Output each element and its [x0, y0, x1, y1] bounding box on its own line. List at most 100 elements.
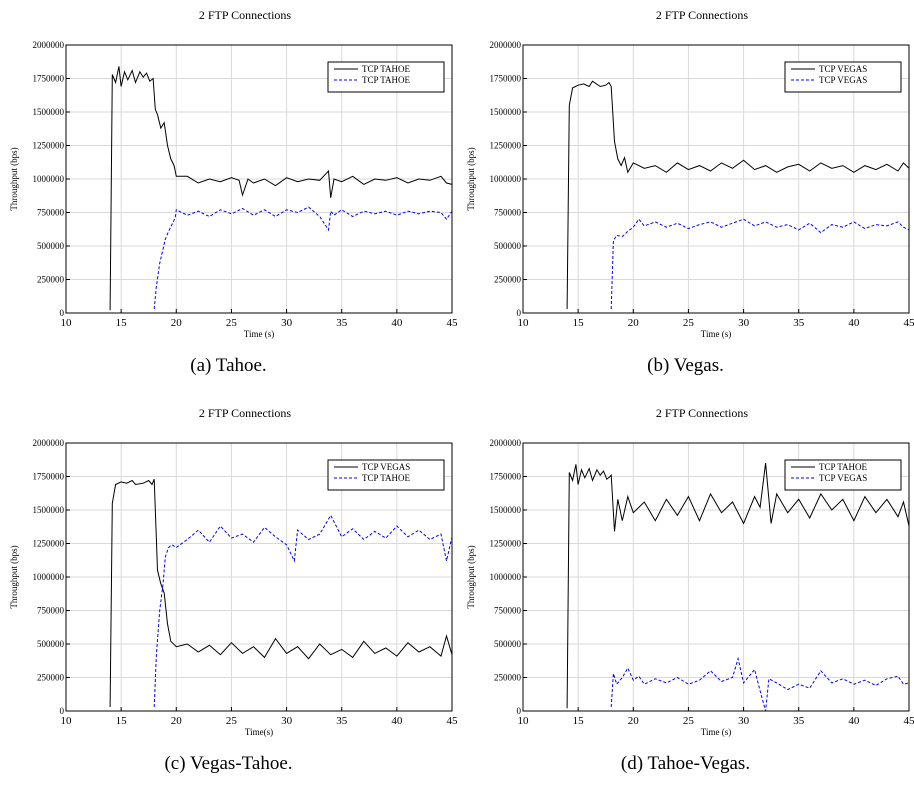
chart-title: 2 FTP Connections — [656, 8, 749, 22]
x-tick-label: 30 — [738, 715, 750, 727]
y-tick-label: 1500000 — [33, 505, 65, 515]
y-tick-label: 2000000 — [490, 438, 522, 448]
series-line-1 — [611, 659, 909, 711]
x-tick-label: 15 — [573, 715, 585, 727]
y-tick-label: 1750000 — [490, 472, 522, 482]
x-tick-label: 30 — [738, 317, 750, 329]
y-axis-label: Throughput (bps) — [9, 545, 19, 608]
caption-d: (d) Tahoe-Vegas. — [457, 753, 914, 775]
chart-title: 2 FTP Connections — [199, 8, 292, 22]
y-tick-label: 1250000 — [490, 141, 522, 151]
y-tick-label: 500000 — [494, 241, 522, 251]
y-tick-label: 750000 — [37, 606, 65, 616]
series-line-0 — [567, 81, 909, 309]
x-tick-label: 35 — [336, 715, 348, 727]
y-tick-label: 1000000 — [490, 572, 522, 582]
y-tick-label: 1250000 — [33, 539, 65, 549]
y-tick-label: 750000 — [37, 208, 65, 218]
y-tick-label: 1000000 — [33, 174, 65, 184]
legend-label: TCP VEGAS — [362, 462, 410, 472]
y-tick-label: 250000 — [494, 275, 522, 285]
x-tick-label: 45 — [904, 317, 914, 329]
x-tick-label: 30 — [281, 317, 293, 329]
y-axis-label: Throughput (bps) — [9, 147, 19, 210]
x-axis-label: Time (s) — [701, 727, 731, 737]
y-tick-label: 500000 — [37, 639, 65, 649]
y-tick-label: 2000000 — [490, 40, 522, 50]
legend-label: TCP VEGAS — [819, 75, 867, 85]
x-axis-label: Time (s) — [244, 329, 274, 339]
x-tick-label: 25 — [683, 715, 695, 727]
legend-label: TCP VEGAS — [819, 64, 867, 74]
y-tick-label: 1750000 — [33, 472, 65, 482]
y-tick-label: 1000000 — [490, 174, 522, 184]
x-tick-label: 20 — [171, 715, 183, 727]
y-tick-label: 0 — [60, 706, 65, 716]
x-tick-label: 35 — [793, 317, 805, 329]
x-tick-label: 20 — [171, 317, 183, 329]
x-tick-label: 15 — [573, 317, 585, 329]
x-tick-label: 10 — [518, 715, 530, 727]
series-line-1 — [154, 515, 452, 707]
x-tick-label: 10 — [61, 317, 73, 329]
x-tick-label: 25 — [226, 715, 238, 727]
x-tick-label: 10 — [61, 715, 73, 727]
x-tick-label: 45 — [904, 715, 914, 727]
caption-b: (b) Vegas. — [457, 355, 914, 377]
y-tick-label: 2000000 — [33, 40, 65, 50]
series-line-0 — [567, 463, 909, 708]
y-tick-label: 1250000 — [490, 539, 522, 549]
y-tick-label: 1000000 — [33, 572, 65, 582]
y-tick-label: 500000 — [37, 241, 65, 251]
y-tick-label: 250000 — [494, 673, 522, 683]
series-line-1 — [611, 219, 909, 309]
legend-label: TCP TAHOE — [362, 473, 411, 483]
chart-title: 2 FTP Connections — [199, 406, 292, 420]
caption-a: (a) Tahoe. — [0, 355, 457, 377]
series-line-0 — [110, 66, 452, 310]
x-tick-label: 25 — [226, 317, 238, 329]
y-tick-label: 0 — [517, 706, 522, 716]
y-axis-label: Throughput (bps) — [466, 545, 476, 608]
x-tick-label: 15 — [116, 317, 128, 329]
y-tick-label: 1500000 — [490, 505, 522, 515]
x-tick-label: 10 — [518, 317, 530, 329]
series-line-0 — [110, 479, 452, 707]
x-tick-label: 25 — [683, 317, 695, 329]
y-tick-label: 1250000 — [33, 141, 65, 151]
y-tick-label: 2000000 — [33, 438, 65, 448]
y-tick-label: 750000 — [494, 606, 522, 616]
y-tick-label: 1500000 — [33, 107, 65, 117]
chart-title: 2 FTP Connections — [656, 406, 749, 420]
x-tick-label: 40 — [391, 715, 403, 727]
x-tick-label: 30 — [281, 715, 293, 727]
y-tick-label: 0 — [517, 308, 522, 318]
legend-label: TCP VEGAS — [819, 473, 867, 483]
x-tick-label: 15 — [116, 715, 128, 727]
y-tick-label: 0 — [60, 308, 65, 318]
x-tick-label: 35 — [336, 317, 348, 329]
x-axis-label: Time (s) — [701, 329, 731, 339]
y-tick-label: 500000 — [494, 639, 522, 649]
y-tick-label: 750000 — [494, 208, 522, 218]
x-tick-label: 40 — [848, 715, 860, 727]
y-axis-label: Throughput (bps) — [466, 147, 476, 210]
series-line-1 — [154, 207, 452, 309]
x-tick-label: 20 — [628, 715, 640, 727]
y-tick-label: 1500000 — [490, 107, 522, 117]
x-tick-label: 40 — [391, 317, 403, 329]
legend-label: TCP TAHOE — [362, 75, 411, 85]
y-tick-label: 1750000 — [490, 74, 522, 84]
y-tick-label: 250000 — [37, 673, 65, 683]
x-tick-label: 20 — [628, 317, 640, 329]
caption-c: (c) Vegas-Tahoe. — [0, 753, 457, 775]
legend-label: TCP TAHOE — [819, 462, 868, 472]
